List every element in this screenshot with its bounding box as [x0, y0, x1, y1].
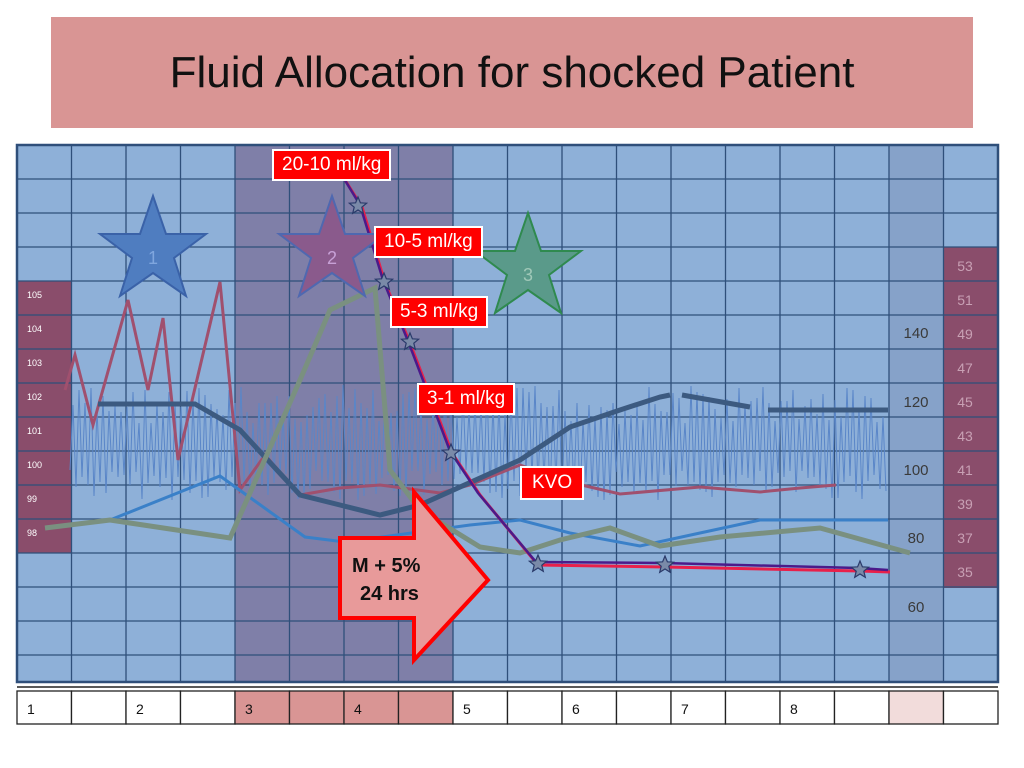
bottom-row-cell [16, 690, 73, 725]
small-star [440, 442, 462, 462]
big-star-3 [472, 209, 584, 316]
right-scale-outer-label: 41 [957, 462, 973, 478]
bottom-row-label: 2 [136, 701, 144, 717]
bottom-row-cell [125, 690, 182, 725]
gray-green-line [44, 284, 911, 556]
small-stars [347, 195, 871, 579]
fluid-label-5-3: 5-3 ml/kg [390, 296, 489, 328]
right-scale-outer-label: 39 [957, 496, 973, 512]
bottom-row-cell [234, 690, 291, 725]
left-scale-label: 104 [27, 324, 42, 334]
small-star [849, 559, 871, 579]
bottom-row-cell [888, 690, 945, 725]
bottom-row-cell [615, 690, 672, 725]
bottom-row-cell [506, 690, 563, 725]
left-scale-labels: 105 104 103 102 101 100 99 98 [27, 290, 42, 538]
dark-blue-line [98, 392, 671, 518]
small-star [373, 271, 395, 291]
arrow-text-line1: M + 5% [352, 555, 421, 577]
right-scale-inner-label: 100 [903, 462, 928, 479]
bottom-row-cell [452, 690, 509, 725]
shaded-right-column [889, 145, 943, 682]
right-scale-outer-label: 49 [957, 326, 973, 342]
bottom-row-cell [343, 690, 400, 725]
big-star-3-label: 3 [523, 265, 533, 285]
right-scale-outer-label: 51 [957, 292, 973, 308]
bottom-row-cell [397, 690, 454, 725]
fluid-label-10-5: 10-5 ml/kg [374, 226, 483, 258]
title-banner: Fluid Allocation for shocked Patient [51, 17, 973, 128]
right-scale-outer-labels: 53 51 49 47 45 43 41 39 37 35 [957, 258, 973, 580]
fluid-label-20-10: 20-10 ml/kg [272, 149, 392, 181]
small-star [347, 195, 369, 215]
small-star [399, 331, 421, 351]
big-star-1-label: 1 [148, 248, 158, 268]
right-scale-outer-label: 35 [957, 564, 973, 580]
bottom-row-cell [779, 690, 836, 725]
right-scale-inner-label: 60 [908, 599, 925, 616]
bottom-row-label: 6 [572, 701, 580, 717]
arrow-shape [338, 486, 491, 666]
arrow-text-line2: 24 hrs [360, 583, 419, 605]
light-blue-line [109, 474, 888, 548]
right-scale-inner-label: 80 [908, 530, 925, 547]
bottom-row-cell [942, 690, 999, 725]
left-scale-label: 101 [27, 426, 42, 436]
left-scale-label: 98 [27, 528, 37, 538]
page-title: Fluid Allocation for shocked Patient [169, 47, 855, 97]
big-star-1 [97, 192, 209, 299]
right-scale-outer-label: 47 [957, 360, 973, 376]
bottom-row-cell [670, 690, 727, 725]
right-scale-outer-label: 53 [957, 258, 973, 274]
fluid-label-3-1: 3-1 ml/kg [417, 383, 516, 415]
left-scale-label: 99 [27, 494, 37, 504]
right-scale-inner-labels: 140 120 100 80 60 [903, 325, 928, 616]
small-star [654, 554, 676, 574]
bottom-row-cell [288, 690, 345, 725]
bottom-row-cell [561, 690, 618, 725]
right-scale-outer-label: 43 [957, 428, 973, 444]
small-star [527, 553, 549, 573]
bottom-row-label: 3 [245, 701, 253, 717]
left-scale-label: 105 [27, 290, 42, 300]
right-scale-outer-label: 37 [957, 530, 973, 546]
arrow-text: M + 5% 24 hrs [352, 552, 420, 608]
bottom-row-cell [724, 690, 781, 725]
bottom-row-cell [833, 690, 890, 725]
bottom-row-cell [179, 690, 236, 725]
fluid-label-kvo: KVO [520, 466, 585, 500]
left-scale-label: 100 [27, 460, 42, 470]
pink-line [63, 281, 837, 497]
bottom-row-label: 4 [354, 701, 362, 717]
bottom-row-label: 7 [681, 701, 689, 717]
right-scale-outer-label: 45 [957, 394, 973, 410]
scribble-path [69, 384, 887, 501]
bottom-row-label: 5 [463, 701, 471, 717]
right-scale-inner-label: 140 [903, 325, 928, 342]
bottom-row-label: 8 [790, 701, 798, 717]
bottom-row-cell [70, 690, 127, 725]
grid-border [15, 143, 1000, 684]
big-star-2-label: 2 [327, 248, 337, 268]
big-star-2 [276, 192, 388, 299]
left-scale-label: 102 [27, 392, 42, 402]
left-scale-label: 103 [27, 358, 42, 368]
bottom-row: 1 2 3 4 5 6 7 8 [16, 686, 999, 725]
dark-blue-dash-1 [681, 392, 751, 410]
right-scale-inner-label: 120 [903, 394, 928, 411]
scribble-band [69, 384, 887, 501]
bottom-row-label: 1 [27, 701, 35, 717]
